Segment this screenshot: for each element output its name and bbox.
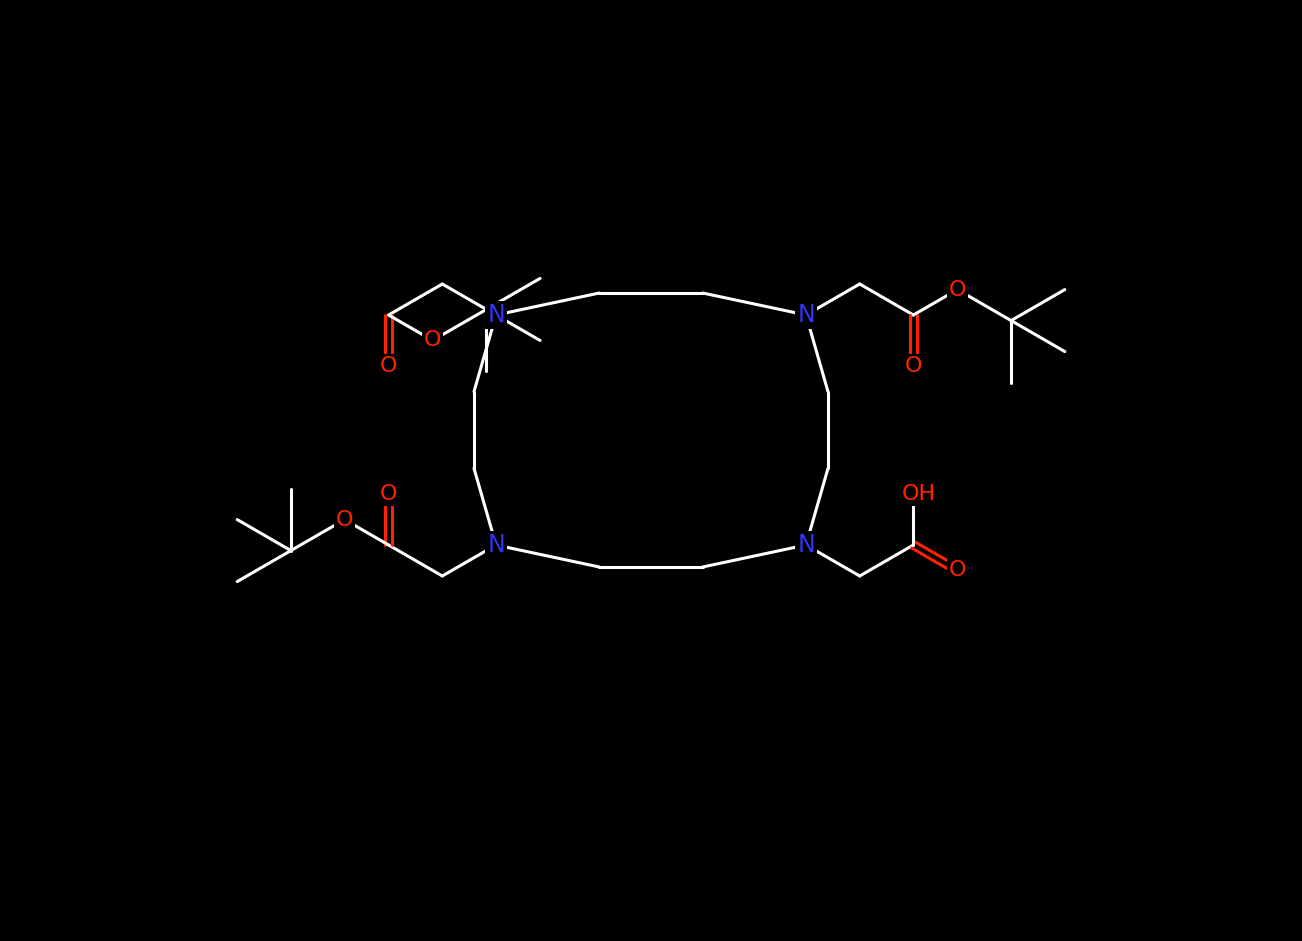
Text: O: O: [949, 561, 966, 581]
Text: OH: OH: [901, 485, 935, 504]
Text: N: N: [487, 533, 505, 557]
Text: N: N: [797, 533, 815, 557]
Text: O: O: [380, 485, 397, 504]
Text: O: O: [424, 330, 441, 350]
Text: N: N: [487, 303, 505, 327]
Text: O: O: [380, 356, 397, 375]
Text: N: N: [797, 303, 815, 327]
Text: O: O: [336, 510, 353, 530]
Text: O: O: [905, 356, 922, 375]
Text: O: O: [949, 279, 966, 299]
